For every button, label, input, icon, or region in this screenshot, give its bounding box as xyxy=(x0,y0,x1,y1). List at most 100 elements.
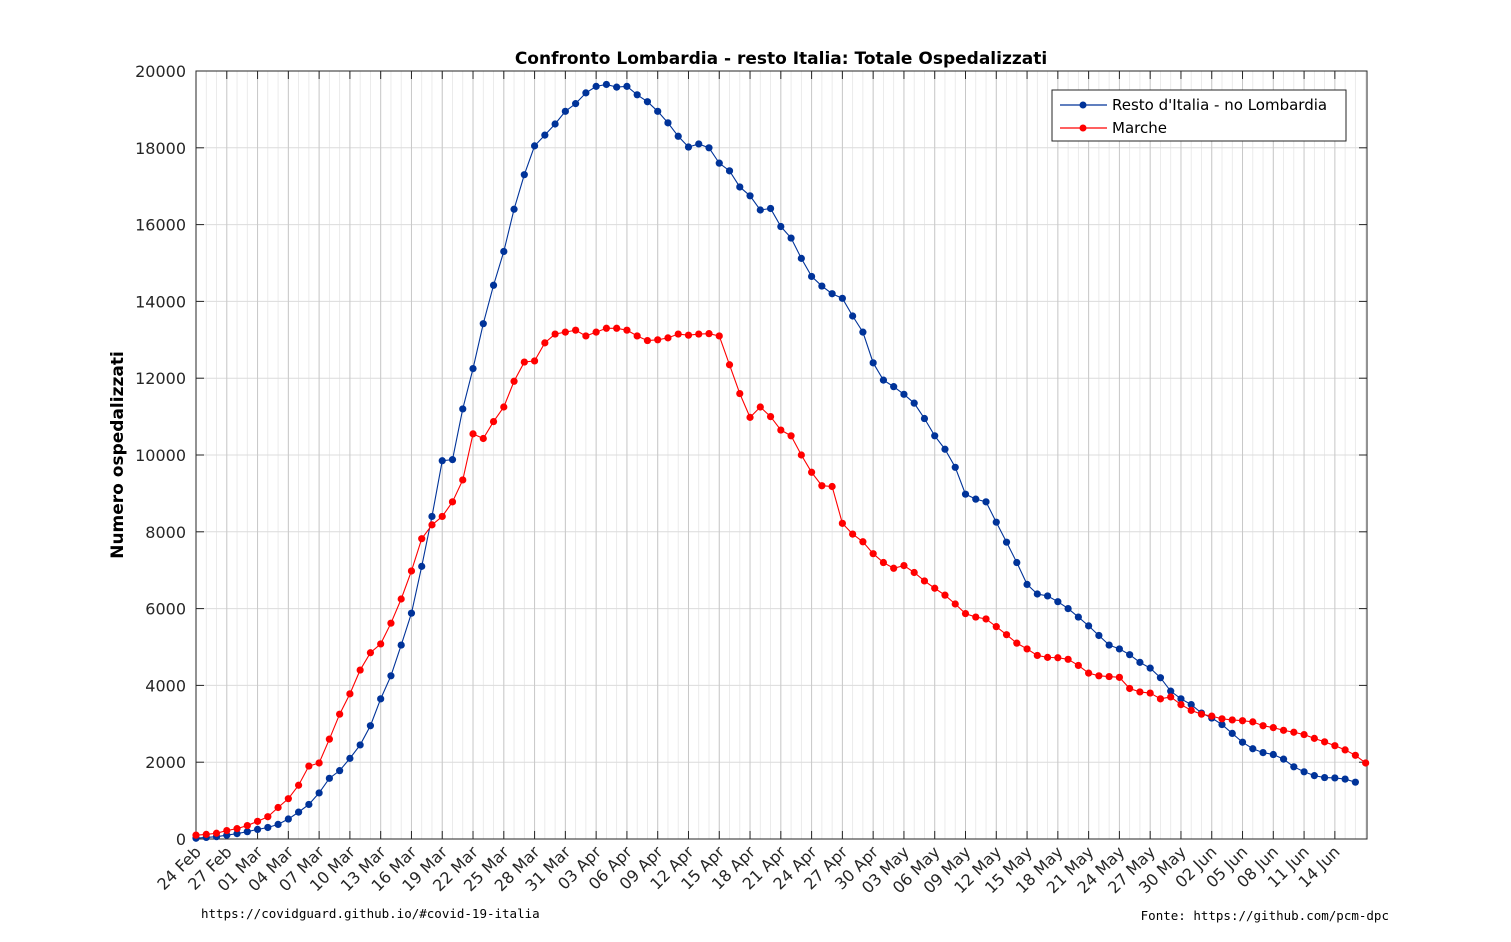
data-point xyxy=(428,512,436,521)
series-layer xyxy=(192,80,1370,842)
data-point xyxy=(305,762,313,770)
data-point xyxy=(459,476,467,484)
data-point xyxy=(541,131,549,139)
data-point xyxy=(243,828,251,836)
data-point xyxy=(438,512,446,521)
data-point xyxy=(849,312,857,320)
data-point xyxy=(212,829,221,837)
data-point xyxy=(756,403,764,411)
data-point xyxy=(818,482,826,490)
data-point xyxy=(1033,590,1041,598)
data-point xyxy=(1023,645,1031,653)
footer-source-right: Fonte: https://github.com/pcm-dpc xyxy=(1141,908,1389,923)
data-point xyxy=(664,119,672,127)
data-point xyxy=(1013,639,1021,647)
data-point xyxy=(1310,734,1318,742)
data-point xyxy=(459,405,467,413)
data-point xyxy=(1341,746,1349,754)
data-point xyxy=(1228,729,1236,738)
data-point xyxy=(572,100,580,108)
data-point xyxy=(510,377,518,385)
data-point xyxy=(961,609,970,618)
data-point xyxy=(972,495,980,503)
data-point xyxy=(448,456,457,464)
data-point xyxy=(715,332,723,340)
data-point xyxy=(377,695,385,703)
data-point xyxy=(1249,718,1257,726)
data-point xyxy=(1238,738,1247,746)
data-point xyxy=(1321,773,1329,782)
data-point xyxy=(623,82,631,90)
data-point xyxy=(746,192,754,200)
data-point xyxy=(1146,689,1154,697)
data-point xyxy=(654,336,662,344)
data-point xyxy=(859,328,867,336)
data-point xyxy=(787,234,795,242)
data-point xyxy=(520,171,528,179)
data-point xyxy=(1023,580,1031,589)
data-point xyxy=(684,331,693,339)
data-point xyxy=(469,430,477,438)
data-point xyxy=(1115,673,1123,681)
data-point xyxy=(1136,658,1144,666)
data-point xyxy=(931,432,939,440)
data-point xyxy=(674,132,682,140)
data-point xyxy=(715,159,723,167)
data-point xyxy=(407,609,416,617)
data-point xyxy=(746,413,754,421)
data-point xyxy=(1156,695,1165,703)
data-point xyxy=(243,821,251,830)
data-point xyxy=(1054,598,1062,606)
data-point xyxy=(1095,672,1103,680)
y-tick-label: 18000 xyxy=(135,139,186,158)
data-point xyxy=(387,619,395,627)
data-point xyxy=(1259,749,1267,757)
data-point xyxy=(1043,653,1052,661)
data-point xyxy=(931,584,939,592)
data-point xyxy=(777,426,785,434)
data-point xyxy=(346,690,354,698)
data-point xyxy=(592,82,600,90)
legend-label-resto: Resto d'Italia - no Lombardia xyxy=(1112,96,1327,114)
y-tick-label: 6000 xyxy=(145,600,186,619)
data-point xyxy=(1064,605,1072,613)
data-point xyxy=(1218,720,1226,729)
series-marche xyxy=(192,324,1370,839)
data-point xyxy=(520,358,528,366)
data-point xyxy=(336,767,344,775)
data-point xyxy=(808,272,816,281)
data-point xyxy=(1269,750,1277,759)
data-point xyxy=(879,376,888,384)
data-point xyxy=(787,432,795,440)
data-point xyxy=(982,615,990,623)
data-point xyxy=(1085,622,1093,630)
data-point xyxy=(879,558,888,567)
data-point xyxy=(284,795,292,803)
data-point xyxy=(305,800,313,809)
data-point xyxy=(1002,631,1011,639)
data-point xyxy=(1177,701,1185,709)
data-point xyxy=(356,741,364,749)
data-point xyxy=(438,457,446,465)
data-point xyxy=(992,518,1000,526)
data-point xyxy=(910,568,918,577)
y-tick-label: 2000 xyxy=(145,753,186,772)
data-point xyxy=(766,204,775,213)
data-point xyxy=(725,361,734,369)
y-tick-label: 14000 xyxy=(135,292,186,311)
data-point xyxy=(818,282,826,290)
data-point xyxy=(489,417,498,426)
data-point xyxy=(202,830,210,838)
data-point xyxy=(1310,772,1318,780)
data-point xyxy=(274,803,282,812)
data-point xyxy=(366,649,375,657)
data-point xyxy=(192,831,200,839)
data-point xyxy=(1228,716,1236,724)
data-point xyxy=(510,205,518,213)
data-point xyxy=(1085,669,1093,677)
y-tick-label: 20000 xyxy=(135,62,186,81)
data-point xyxy=(695,140,703,148)
data-point xyxy=(479,434,487,443)
data-point xyxy=(592,328,600,336)
data-point xyxy=(900,561,908,570)
